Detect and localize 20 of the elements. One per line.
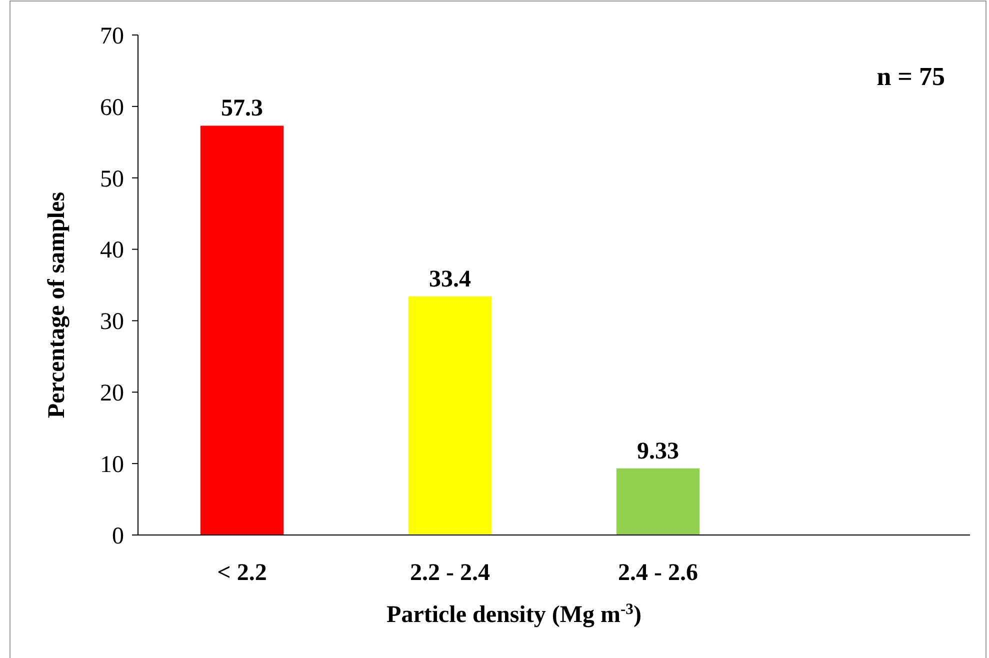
x-axis-title: Particle density (Mg m$^{-3}$) [386, 600, 642, 628]
data-label: 33.4 [429, 266, 471, 292]
data-label: 9.33 [637, 438, 679, 464]
y-tick-label: 70 [100, 23, 124, 50]
x-tick-label: 2.2 - 2.4 [410, 560, 490, 586]
y-axis-title: Percentage of samples [44, 192, 70, 418]
bar [616, 468, 700, 535]
y-tick-label: 0 [112, 523, 124, 550]
annotation: n = 75 [876, 62, 945, 91]
y-tick-label: 50 [100, 166, 124, 192]
y-tick-label: 20 [100, 380, 124, 407]
data-label: 57.3 [221, 96, 263, 122]
bar [408, 296, 492, 535]
y-tick-label: 10 [100, 452, 124, 478]
y-tick-label: 30 [100, 309, 124, 336]
x-tick-label: 2.4 - 2.6 [618, 560, 698, 586]
bar [200, 126, 284, 535]
x-tick-label: < 2.2 [217, 560, 267, 586]
y-tick-label: 40 [100, 238, 124, 264]
y-tick-label: 60 [100, 94, 124, 121]
